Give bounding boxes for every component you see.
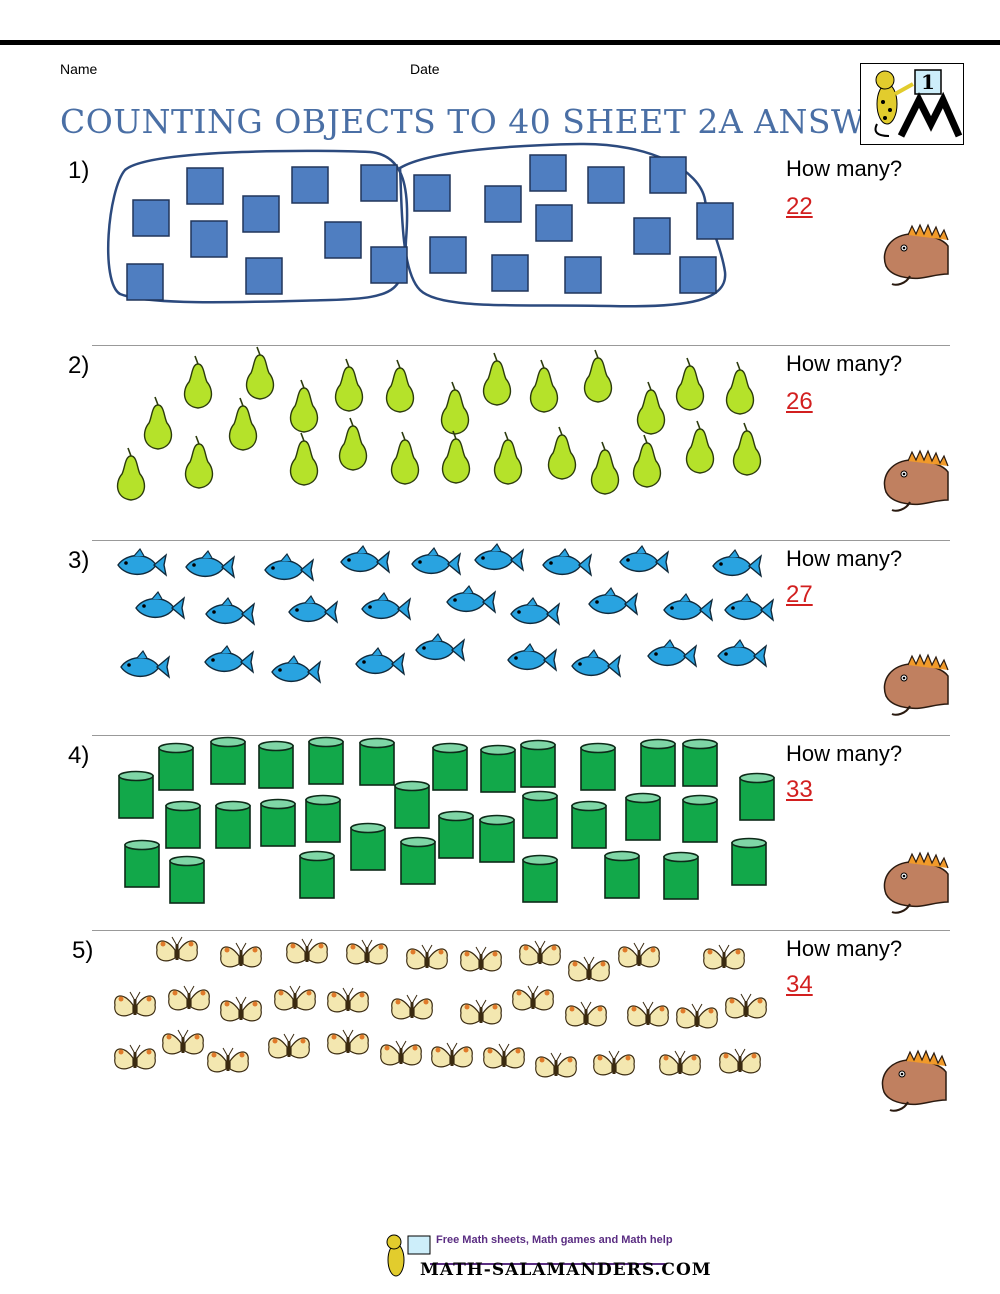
footer-tagline: Free Math sheets, Math games and Math he… [436, 1234, 673, 1246]
footer-logo: Free Math sheets, Math games and Math he… [380, 1232, 711, 1282]
separator-1 [92, 345, 950, 346]
question-5-answer: 34 [786, 971, 813, 998]
separator-2 [92, 540, 950, 541]
question-2-answer: 26 [786, 388, 813, 415]
separator-4 [92, 930, 950, 931]
question-5-prompt: How many? [786, 936, 903, 961]
question-2-prompt: How many? [786, 351, 903, 376]
footer-site: MATH-SALAMANDERS.COM [420, 1260, 712, 1280]
salamander-logo: 1 [860, 63, 964, 145]
question-5-number: 5) [72, 937, 94, 964]
question-4-number: 4) [68, 742, 90, 769]
question-4-prompt: How many? [786, 741, 903, 766]
question-1-number: 1) [68, 157, 90, 184]
question-4-answer: 33 [786, 776, 813, 803]
logo-badge-text: 1 [921, 70, 935, 94]
question-1-prompt: How many? [786, 156, 903, 181]
question-3-prompt: How many? [786, 546, 903, 571]
question-1-answer: 22 [786, 193, 813, 220]
separator-3 [92, 735, 950, 736]
question-3-answer: 27 [786, 581, 813, 608]
name-label: Name [60, 61, 98, 77]
page-title: COUNTING OBJECTS TO 40 SHEET 2A ANSWERS [60, 102, 939, 141]
question-2-number: 2) [68, 352, 90, 379]
question-3-number: 3) [68, 547, 90, 574]
top-rule [0, 40, 1000, 45]
date-label: Date [410, 61, 440, 77]
